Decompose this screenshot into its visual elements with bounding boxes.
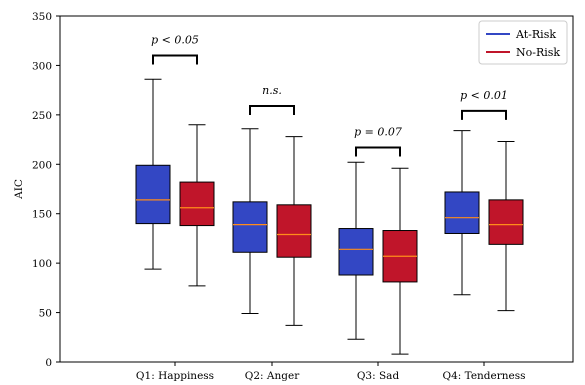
box-no-risk-2 [382,167,418,355]
significance-bracket [355,146,401,157]
y-tick-label: 150 [32,209,52,221]
y-tick-label: 300 [32,60,52,72]
box-no-risk-3 [488,141,524,312]
x-tick-label: Q4: Tenderness [442,370,525,382]
x-tick-label: Q2: Anger [245,370,300,382]
legend: At-Risk No-Risk [478,20,568,65]
significance-annotations: p < 0.05 n.s. p = 0.07 p < 0.01 [151,34,508,157]
x-tick-label: Q1: Happiness [136,370,214,382]
box-iqr [135,164,171,225]
y-tick-label: 100 [32,258,52,270]
y-tick-label: 200 [32,159,52,171]
significance-label: p = 0.07 [354,125,402,138]
legend-label-no-risk: No-Risk [516,46,560,59]
box-at-risk-2 [338,161,374,340]
box-iqr [179,181,215,227]
box-no-risk-0 [179,124,215,287]
x-axis: Q1: Happiness Q2: Anger Q3: Sad Q4: Tendern… [136,362,526,382]
y-axis: 0 50 100 150 200 250 300 350 [32,11,60,369]
box-iqr [444,191,480,234]
box-iqr [338,228,374,276]
y-tick-label: 350 [32,11,52,23]
box-at-risk-0 [135,78,171,270]
significance-label: p < 0.05 [151,34,199,47]
y-tick-label: 0 [45,357,52,369]
y-tick-label: 250 [32,110,52,122]
significance-label: n.s. [262,84,282,97]
box-at-risk-3 [444,130,480,296]
legend-label-at-risk: At-Risk [515,28,556,41]
y-axis-label: AIC [13,179,25,200]
box-iqr [488,199,524,245]
significance-bracket [249,104,295,115]
box-no-risk-1 [276,136,312,326]
box-iqr [232,201,268,253]
box-at-risk-1 [232,128,268,315]
box-series [135,78,524,355]
y-tick-label: 50 [39,308,52,320]
significance-label: p < 0.01 [460,89,508,102]
x-tick-label: Q3: Sad [357,370,400,382]
legend-frame [478,20,568,65]
box-iqr [276,204,312,258]
significance-bracket [461,109,507,120]
significance-bracket [152,54,198,65]
